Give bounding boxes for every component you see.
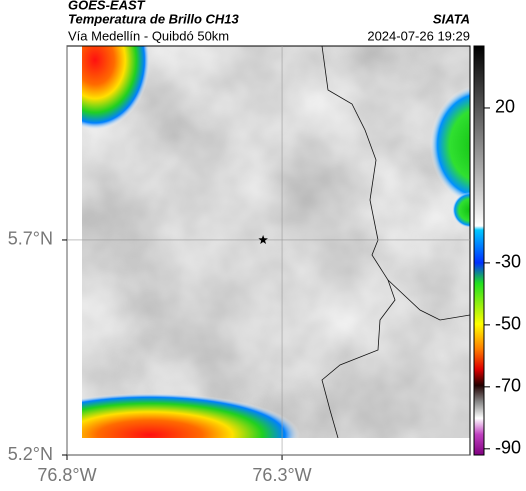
y-tick-label: 5.7°N (8, 229, 53, 249)
region: Vía Medellín - Quibdó 50km (68, 28, 229, 43)
location-marker (258, 235, 268, 244)
colorbar (473, 45, 485, 456)
colorbar-tick-label: -50 (495, 314, 521, 334)
source: GOES-EAST (68, 0, 146, 12)
y-tick-label: 5.2°N (8, 444, 53, 464)
x-tick-label: 76.3°W (252, 465, 311, 485)
satellite-image (82, 46, 470, 438)
colorbar-tick-label: 20 (495, 97, 515, 117)
product: Temperatura de Brillo CH13 (68, 11, 240, 26)
colorbar-tick-label: -70 (495, 376, 521, 396)
colorbar-tick-label: -90 (495, 438, 521, 458)
x-tick-label: 76.8°W (37, 465, 96, 485)
timestamp: 2024-07-26 19:29 (367, 28, 470, 43)
agency: SIATA (433, 11, 470, 26)
colorbar-tick-label: -30 (495, 252, 521, 272)
